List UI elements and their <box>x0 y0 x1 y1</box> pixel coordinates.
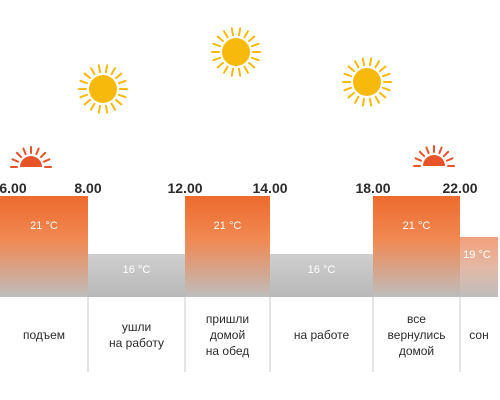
time-tick: 14.00 <box>252 180 288 196</box>
time-tick: 8.00 <box>74 180 102 196</box>
temperature-steps <box>0 196 498 297</box>
time-tick: 18.00 <box>355 180 391 196</box>
sunrise-icon <box>10 146 52 168</box>
temperature-label: 16 °C <box>122 264 151 276</box>
temperature-label: 19 °C <box>463 249 491 261</box>
temperature-label: 21 °C <box>402 220 431 232</box>
temperature-label: 21 °C <box>30 220 58 232</box>
phase-label: подъем <box>22 328 66 342</box>
temperature-label: 16 °C <box>307 264 336 276</box>
sunset-icon <box>413 145 455 167</box>
time-tick: 12.00 <box>167 180 203 196</box>
phase-label: на работе <box>293 328 350 342</box>
temperature-label: 21 °C <box>213 220 242 232</box>
time-tick: 22.00 <box>442 180 478 196</box>
sun-icon <box>78 64 128 114</box>
phase-dividers <box>87 297 461 372</box>
sun-icon <box>342 57 392 107</box>
temperature-step-bar <box>373 196 460 297</box>
phase-label: все вернулись домой <box>387 312 446 358</box>
sun-layer <box>10 27 455 168</box>
phase-label: сон <box>469 328 489 342</box>
temperature-step-bar <box>460 237 498 297</box>
temperature-step-bar <box>88 254 185 297</box>
phase-label: пришли домой на обед <box>205 312 250 358</box>
phase-label: ушли на работу <box>109 320 164 350</box>
temperature-step-bar <box>0 196 88 297</box>
sun-icon <box>211 27 261 77</box>
time-tick: 6.00 <box>0 180 27 196</box>
temperature-step-bar <box>270 254 373 297</box>
temperature-step-bar <box>185 196 270 297</box>
